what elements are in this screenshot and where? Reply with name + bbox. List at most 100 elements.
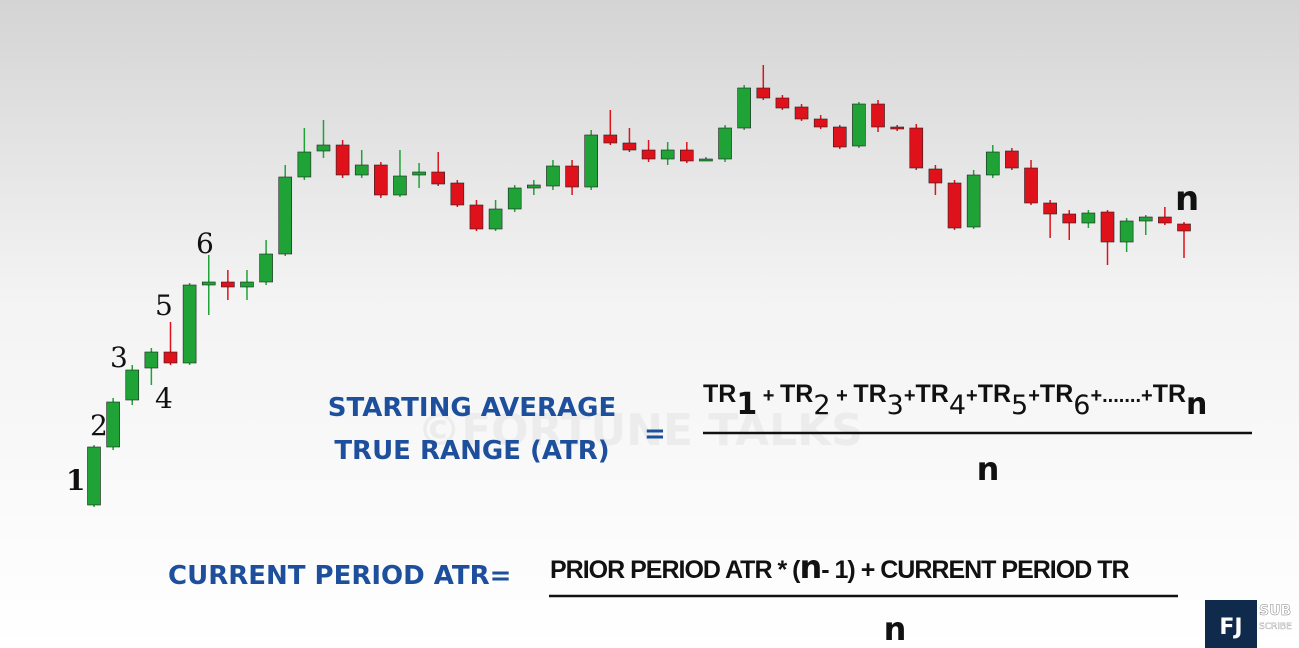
candle-body [144, 351, 159, 369]
candle-body [106, 401, 120, 448]
term-base: TR [853, 380, 886, 408]
candle-body [507, 187, 522, 210]
watermark: ©FORTUNE TALKS [417, 405, 863, 456]
candle-body [431, 171, 446, 185]
term-sub: 5 [1011, 390, 1028, 421]
annotation: 4 [155, 382, 173, 415]
candle-body [1062, 213, 1077, 224]
candle-body [221, 281, 235, 288]
candle-body [163, 351, 178, 364]
joiner: +.......+ [1090, 385, 1152, 407]
candle-body [909, 127, 924, 169]
candle-body [871, 103, 885, 128]
formula-label: TRUE RANGE (ATR) [334, 436, 609, 466]
candle-body [527, 184, 541, 189]
candle-body [1119, 220, 1134, 243]
candle-body [412, 171, 426, 176]
candle-body [1177, 223, 1191, 232]
candle-body [756, 87, 771, 99]
candle-body [1024, 167, 1038, 204]
candle-body [813, 118, 828, 128]
candle-body [450, 182, 465, 206]
candle-body [603, 134, 618, 144]
candle-body [297, 151, 312, 178]
term-base: TR [780, 380, 813, 408]
candle-body [201, 281, 216, 286]
candle-body [641, 149, 656, 160]
formula-label: CURRENT PERIOD ATR= [168, 561, 511, 591]
logo-box[interactable] [1205, 600, 1257, 648]
candle-body [794, 106, 809, 120]
candle-body [278, 176, 293, 255]
term-sub: 6 [1073, 390, 1090, 421]
numerator: PRIOR PERIOD ATR * (n- 1) + CURRENT PERI… [550, 548, 1129, 586]
candle-body [240, 281, 254, 288]
candle-body [622, 142, 637, 151]
term-sub: n [1186, 387, 1207, 422]
joiner: + [1028, 385, 1040, 407]
term-sub: 2 [813, 390, 830, 421]
candle-body [259, 253, 273, 283]
numerator-part: n [799, 548, 821, 586]
candle-body [469, 204, 484, 230]
candle-body [316, 144, 331, 152]
annotations: 1 2 3 4 5 6 n [66, 179, 1199, 497]
term-base: TR [1153, 380, 1186, 408]
candle-body [737, 87, 751, 129]
joiner: + [757, 385, 780, 407]
candle-body [775, 97, 790, 109]
candle-body [699, 158, 713, 162]
candle-body [985, 151, 1000, 176]
denominator: n [884, 610, 907, 648]
candle-body [393, 175, 407, 196]
joiner: + [831, 385, 854, 407]
candle-body [947, 182, 962, 229]
candle-body [718, 127, 732, 160]
candle-body [1158, 216, 1172, 224]
term-sub: 4 [949, 390, 966, 421]
annotation: 2 [90, 409, 108, 442]
numerator-part: PRIOR PERIOD ATR * ( [550, 556, 801, 584]
formula-label: STARTING AVERAGE [328, 393, 616, 423]
candle-body [87, 446, 101, 506]
candle-body [335, 144, 350, 176]
numerator-part: - 1) + CURRENT PERIOD TR [821, 556, 1129, 584]
annotation: 6 [196, 227, 214, 260]
candles [87, 65, 1191, 507]
candle-body [546, 165, 560, 187]
candle-body [966, 174, 981, 228]
term-sub: 3 [887, 390, 904, 421]
numerator: TR1 + TR2 + TR3+TR4+TR5+TR6+.......+TRn [703, 380, 1207, 422]
annotation: 5 [155, 289, 173, 322]
equals: = [644, 419, 666, 449]
subscribe[interactable]: SUB [1259, 603, 1292, 620]
term-base: TR [703, 380, 736, 408]
candle-body [125, 369, 140, 401]
candle-body [1100, 211, 1115, 243]
candle-body [1081, 212, 1096, 224]
candle-body [374, 164, 388, 196]
term-base: TR [916, 380, 949, 408]
candle-body [182, 284, 197, 364]
annotation: 3 [110, 341, 128, 374]
candle-body [680, 149, 694, 162]
candle-body [1005, 150, 1019, 169]
candle-body [832, 126, 847, 148]
candle-body [565, 165, 579, 188]
annotation: n [1175, 179, 1199, 219]
logo[interactable]: FJ [1219, 615, 1242, 640]
candle-body [1043, 202, 1057, 215]
term-base: TR [978, 380, 1011, 408]
term-sub: 1 [736, 387, 757, 422]
candle-body [354, 164, 369, 176]
candle-body [852, 103, 866, 147]
candle-body [890, 126, 904, 130]
annotation: 1 [66, 464, 85, 497]
candle-body [660, 149, 675, 160]
subscribe[interactable]: SCRIBE [1259, 622, 1292, 632]
candle-body [928, 168, 943, 184]
candle-body [1138, 216, 1153, 222]
denominator: n [977, 450, 1000, 488]
joiner: + [966, 385, 978, 407]
